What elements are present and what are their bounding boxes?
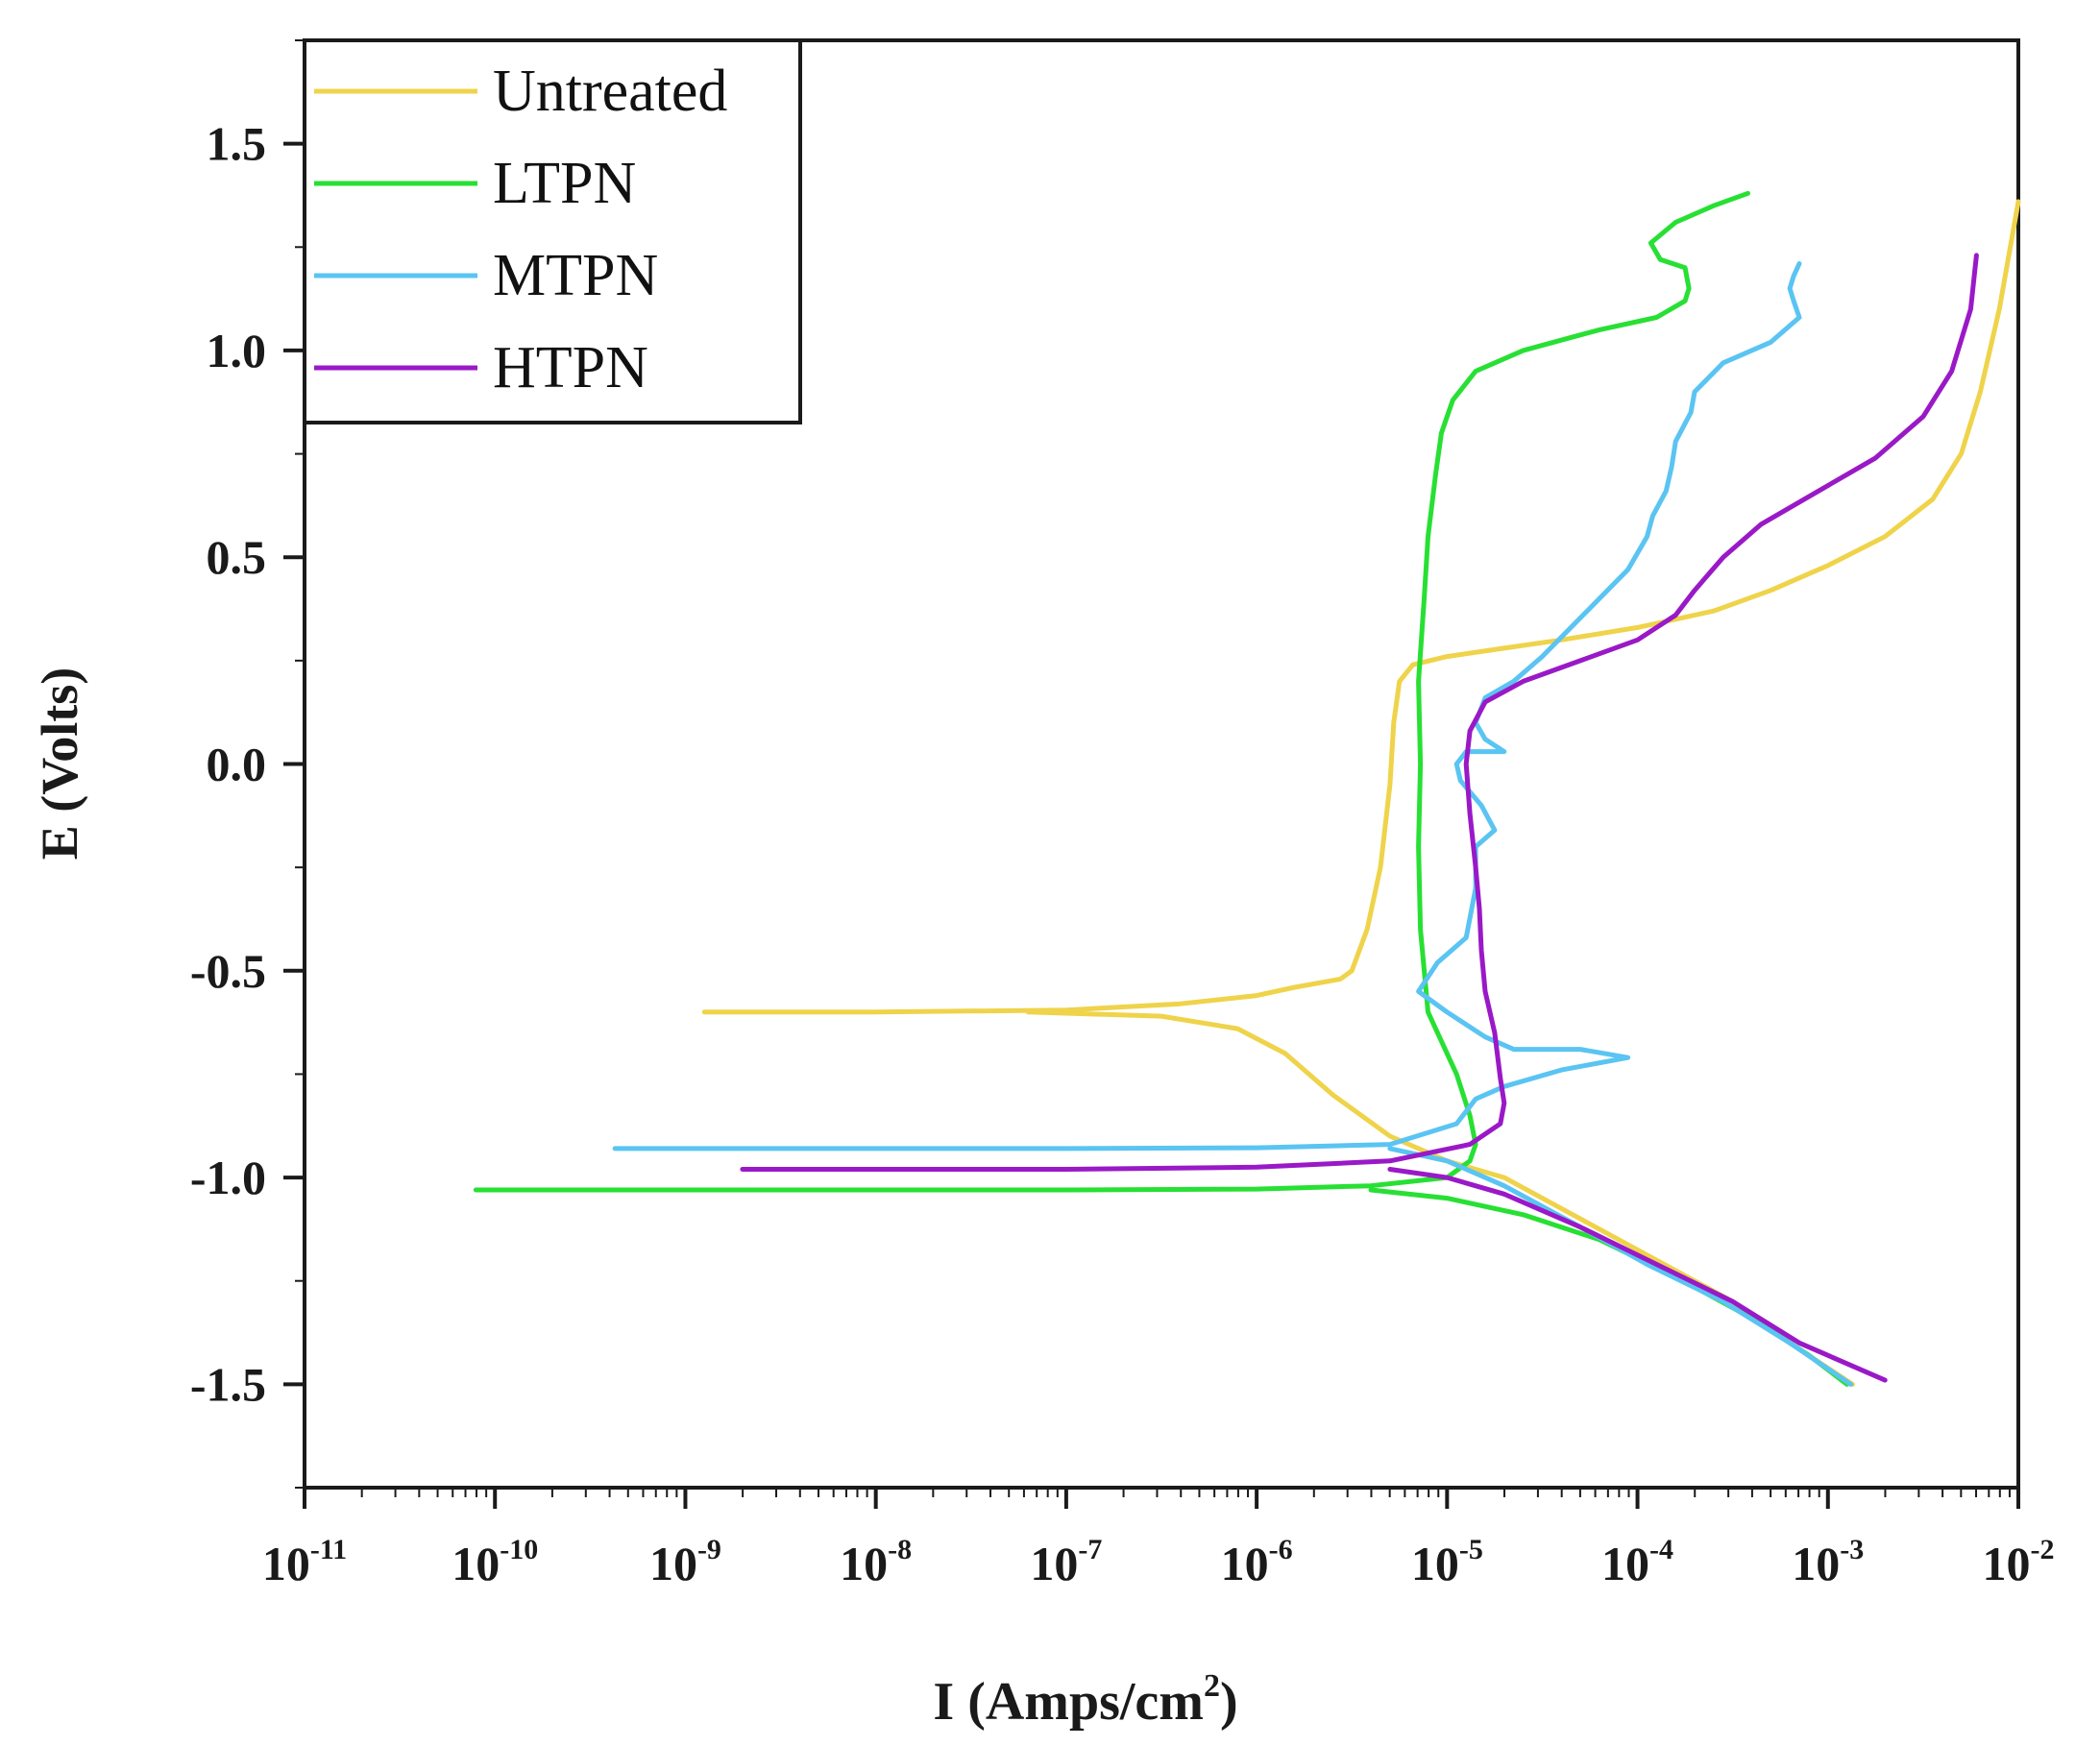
- x-axis-label-sup: 2: [1204, 1668, 1220, 1704]
- x-tick-label: 10-9: [649, 1534, 721, 1590]
- legend: Untreated LTPN MTPN HTPN: [303, 38, 802, 424]
- y-tick-label: 0.0: [207, 738, 267, 791]
- series-line-htpn-cathodic: [1387, 1167, 1888, 1383]
- x-tick-label: 10-3: [1792, 1534, 1864, 1590]
- y-tick-label: 0.5: [207, 530, 267, 584]
- axis-ticks: 10-11 10-10 10-9 10-8 10-7 10-6 10-5 10-4 10-3 10…: [190, 39, 2055, 1590]
- series-line-htpn: [740, 253, 1979, 1172]
- x-tick-label: 10-2: [1983, 1534, 2055, 1590]
- y-axis-label: E (Volts): [31, 667, 88, 861]
- legend-label-htpn: HTPN: [493, 335, 648, 400]
- y-tick-label: -1.5: [190, 1357, 266, 1411]
- x-tick-label: 10-11: [262, 1534, 347, 1590]
- legend-label-mtpn: MTPN: [493, 243, 658, 308]
- y-tick-label: -1.0: [190, 1151, 266, 1204]
- x-tick-label: 10-6: [1221, 1534, 1293, 1590]
- y-tick-label: -0.5: [190, 944, 266, 998]
- x-tick-label: 10-7: [1030, 1534, 1102, 1590]
- legend-label-untreated: Untreated: [493, 59, 727, 124]
- legend-label-ltpn: LTPN: [493, 151, 636, 216]
- x-axis-label: I (Amps/cm2): [933, 1668, 1237, 1732]
- y-tick-label: 1.5: [207, 117, 267, 171]
- x-tick-label: 10-5: [1411, 1534, 1483, 1590]
- x-tick-label: 10-8: [840, 1534, 912, 1590]
- series-lines: [473, 190, 2021, 1387]
- legend-box: [303, 38, 802, 424]
- series-line-untreated: [701, 199, 2021, 1015]
- x-tick-label: 10-4: [1601, 1534, 1673, 1590]
- x-tick-label: 10-10: [452, 1534, 538, 1590]
- series-line-ltpn: [473, 190, 1750, 1193]
- y-tick-label: 1.0: [207, 324, 267, 377]
